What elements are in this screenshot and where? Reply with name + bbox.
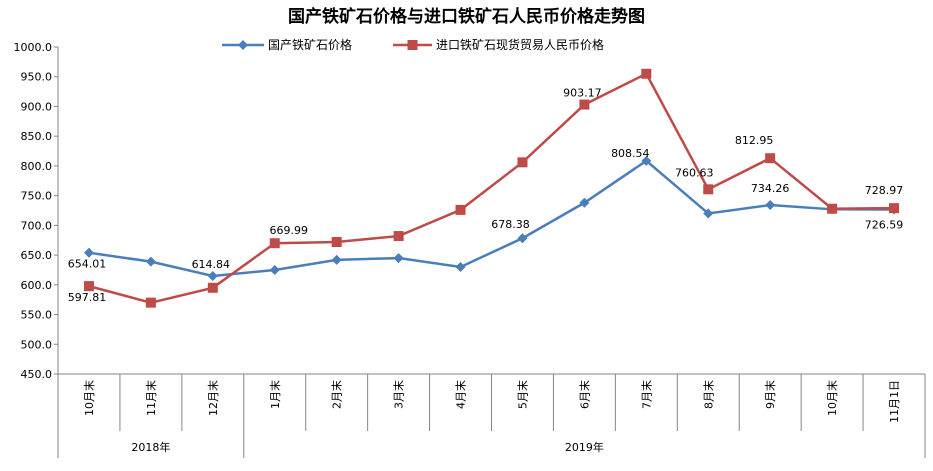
y-tick-label: 550.0 bbox=[21, 309, 53, 322]
series-1-point bbox=[579, 197, 590, 208]
x-tick-label: 7月末 bbox=[639, 380, 653, 409]
axes: 1000.0 950.0 900.0 850.0 800.0 750.0 700.0 650.… bbox=[14, 41, 926, 458]
series-2-point bbox=[145, 297, 156, 308]
x-tick-label: 3月末 bbox=[392, 380, 406, 409]
chart-title: 国产铁矿石价格与进口铁矿石人民币价格走势图 bbox=[288, 7, 645, 27]
legend-marker-2 bbox=[407, 40, 418, 50]
series-2-point bbox=[517, 157, 528, 168]
series-2-point bbox=[703, 184, 714, 195]
x-tick-label: 1月末 bbox=[268, 380, 282, 409]
series-2-point bbox=[765, 153, 776, 164]
x-tick-label: 10月末 bbox=[825, 380, 839, 416]
legend-label-1: 国产铁矿石价格 bbox=[268, 37, 352, 52]
series-line-2 bbox=[88, 72, 895, 304]
y-tick-label: 950.0 bbox=[21, 71, 53, 84]
x-tick-label: 12月末 bbox=[206, 380, 220, 416]
x-tick-label: 4月末 bbox=[454, 380, 468, 409]
series-lines bbox=[83, 68, 900, 308]
series-2-point bbox=[641, 68, 652, 79]
series-2-point bbox=[331, 237, 342, 248]
series-2-point bbox=[269, 238, 280, 249]
legend: 国产铁矿石价格 进口铁矿石现货贸易人民币价格 bbox=[222, 37, 604, 52]
series-1-point bbox=[207, 270, 218, 281]
data-label: 734.26 bbox=[751, 182, 790, 195]
series-2-point bbox=[455, 204, 466, 215]
y-tick-label: 500.0 bbox=[21, 338, 53, 351]
legend-marker-1 bbox=[238, 40, 248, 50]
series-1-point bbox=[269, 264, 280, 275]
data-label: 654.01 bbox=[68, 258, 107, 271]
legend-label-2: 进口铁矿石现货贸易人民币价格 bbox=[436, 37, 604, 52]
x-tick-label: 2月末 bbox=[330, 380, 344, 409]
data-labels: 654.01 614.84 678.38 808.54 734.26 726.59 597.… bbox=[68, 87, 904, 305]
series-1-point bbox=[703, 208, 714, 219]
series-line-1 bbox=[88, 159, 895, 278]
series-2-point bbox=[83, 281, 94, 292]
series-1-point bbox=[145, 256, 156, 267]
x-tick-label: 11月末 bbox=[144, 380, 158, 416]
y-tick-label: 800.0 bbox=[21, 160, 53, 173]
y-tick-label: 750.0 bbox=[21, 190, 53, 203]
series-1-point bbox=[517, 233, 528, 244]
y-tick-label: 650.0 bbox=[21, 249, 53, 262]
x-tick-label: 6月末 bbox=[577, 380, 591, 409]
y-tick-label: 900.0 bbox=[21, 100, 53, 113]
data-label: 728.97 bbox=[865, 184, 904, 197]
data-label: 812.95 bbox=[735, 134, 774, 147]
series-1-point bbox=[765, 199, 776, 210]
data-label: 726.59 bbox=[865, 219, 904, 232]
data-label: 808.54 bbox=[611, 147, 650, 160]
series-2-point bbox=[207, 282, 218, 293]
data-label: 678.38 bbox=[491, 218, 530, 231]
series-1-point bbox=[393, 253, 404, 264]
series-1-point bbox=[641, 155, 652, 166]
series-1-point bbox=[83, 247, 94, 258]
y-tick-label: 450.0 bbox=[21, 368, 53, 381]
y-tick-label: 600.0 bbox=[21, 279, 53, 292]
x-tick-label: 10月末 bbox=[82, 380, 96, 416]
x-group-label: 2019年 bbox=[565, 440, 604, 454]
data-label: 760.63 bbox=[675, 166, 714, 179]
data-label: 614.84 bbox=[192, 258, 231, 271]
x-tick-label: 9月末 bbox=[763, 380, 777, 409]
y-tick-label: 850.0 bbox=[21, 130, 53, 143]
y-tick-label: 1000.0 bbox=[14, 41, 53, 54]
x-tick-label: 8月末 bbox=[701, 380, 715, 409]
series-2-point bbox=[579, 99, 590, 110]
series-2-point bbox=[393, 231, 404, 242]
series-1-point bbox=[455, 261, 466, 272]
data-label: 669.99 bbox=[270, 224, 309, 237]
series-2-point bbox=[827, 203, 838, 214]
y-tick-label: 700.0 bbox=[21, 219, 53, 232]
data-label: 903.17 bbox=[563, 87, 602, 100]
series-2-point bbox=[889, 203, 900, 214]
x-tick-label: 5月末 bbox=[515, 380, 529, 409]
series-1-point bbox=[331, 254, 342, 265]
data-label: 597.81 bbox=[68, 291, 107, 304]
x-tick-label: 11月1日 bbox=[888, 380, 901, 423]
x-group-label: 2018年 bbox=[131, 440, 170, 454]
